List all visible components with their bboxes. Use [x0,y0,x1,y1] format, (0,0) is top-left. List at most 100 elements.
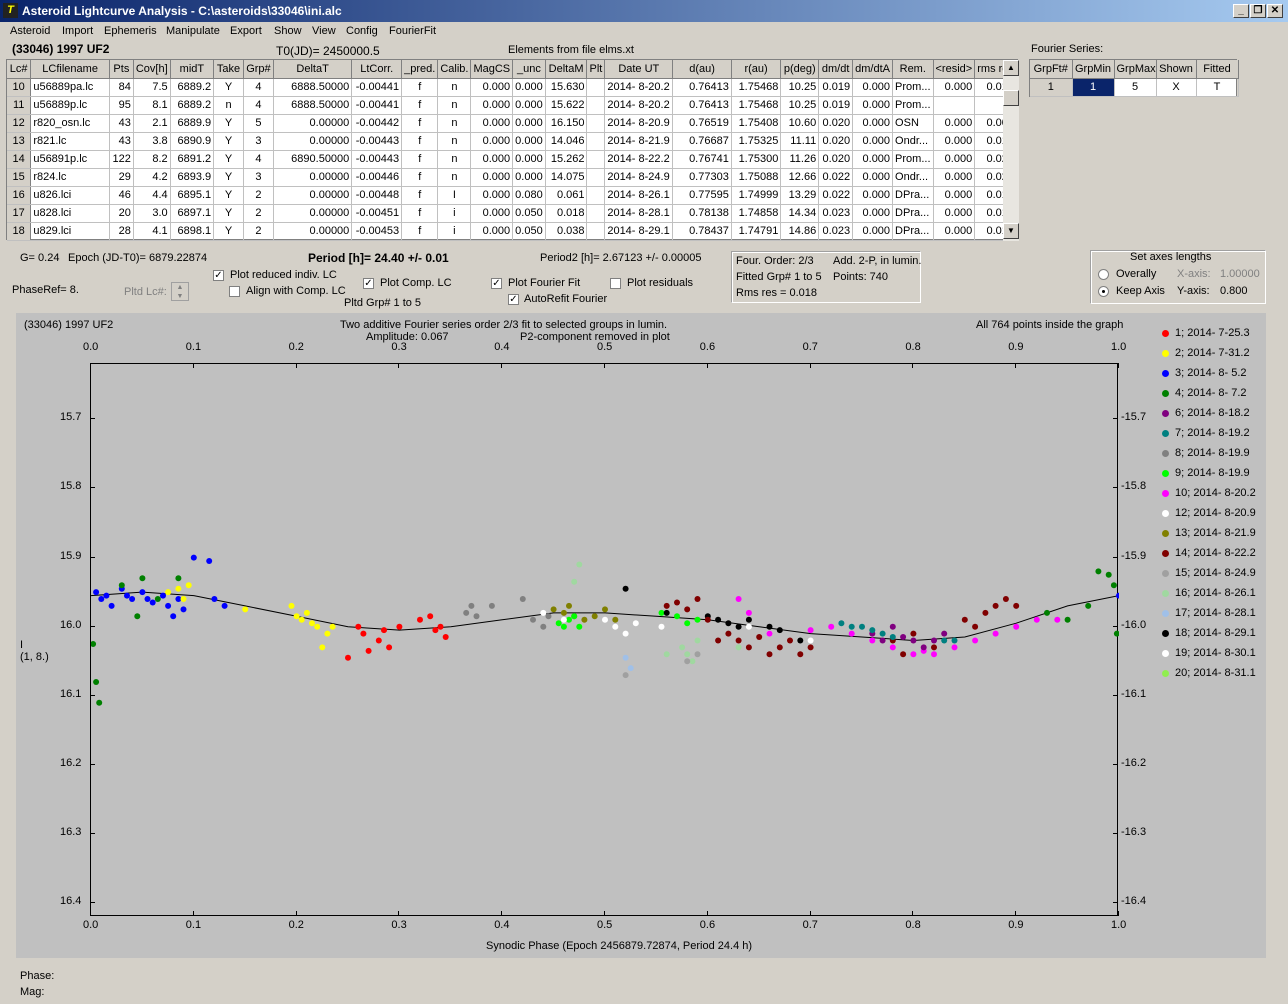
table-cell[interactable]: 14.86 [780,222,820,241]
table-cell[interactable]: f [401,96,439,115]
table-cell[interactable]: -0.00442 [351,114,403,133]
table-cell[interactable]: 0.022 [818,186,854,205]
table-cell[interactable]: -0.00446 [351,168,403,187]
column-header[interactable]: Grp# [243,60,274,79]
table-cell[interactable]: 0.77303 [672,168,732,187]
table-cell[interactable]: f [401,78,439,97]
table-cell[interactable]: 0.76741 [672,150,732,169]
column-header[interactable]: dm/dtA [852,60,894,79]
pltd-lc-spinner[interactable]: ▲ ▼ [171,282,189,301]
plot-fourier-fit-checkbox[interactable]: ✓ [491,278,502,289]
table-cell[interactable]: Prom... [892,78,934,97]
table-row[interactable]: 10 u56889pa.lc 84 7.5 6889.2 Y 4 6888.50000 -0.0… [7,78,1017,97]
table-cell[interactable]: 0.000 [852,96,894,115]
table-cell[interactable]: 0.050 [512,204,546,223]
table-cell[interactable]: n [213,96,244,115]
table-cell[interactable]: -0.00451 [351,204,403,223]
table-cell[interactable]: 0.000 [933,114,976,133]
row-number[interactable]: 16 [7,186,32,205]
table-cell[interactable]: OSN [892,114,934,133]
table-cell[interactable] [586,132,606,151]
row-number[interactable]: 10 [7,78,32,97]
table-cell[interactable]: 43 [109,114,134,133]
table-cell[interactable]: r824.lc [30,168,110,187]
table-cell[interactable]: i [437,204,472,223]
table-cell[interactable]: n [437,96,472,115]
column-header[interactable]: DeltaT [273,60,353,79]
table-cell[interactable]: u829.lci [30,222,110,241]
table-cell[interactable]: 0.000 [512,168,546,187]
table-cell[interactable]: 0.78138 [672,204,732,223]
table-cell[interactable]: -0.00441 [351,96,403,115]
table-cell[interactable]: 0.000 [470,186,514,205]
table-cell[interactable]: 1.75468 [731,78,782,97]
table-row[interactable]: 15 r824.lc 29 4.2 6893.9 Y 3 0.00000 -0.00446 f n 0… [7,168,1017,187]
table-cell[interactable] [586,204,606,223]
table-cell[interactable]: 0.000 [512,78,546,97]
table-cell[interactable]: Prom... [892,150,934,169]
table-row[interactable]: 16 u826.lci 46 4.4 6895.1 Y 2 0.00000 -0.00448 f I… [7,186,1017,205]
table-cell[interactable] [586,114,606,133]
table-cell[interactable]: r821.lc [30,132,110,151]
column-header[interactable]: Date UT [604,60,674,79]
table-cell[interactable]: f [401,132,439,151]
table-cell[interactable]: 122 [109,150,134,169]
table-cell[interactable]: 4.2 [133,168,171,187]
menu-export[interactable]: Export [230,25,262,37]
table-cell[interactable]: Ondr... [892,132,934,151]
table-cell[interactable]: 2 [243,222,274,241]
table-cell[interactable]: Y [213,78,244,97]
table-cell[interactable]: 29 [109,168,134,187]
table-cell[interactable]: 0.76687 [672,132,732,151]
overally-radio[interactable] [1098,269,1109,280]
table-cell[interactable]: 0.000 [852,114,894,133]
column-header[interactable]: p(deg) [780,60,820,79]
table-cell[interactable]: 10.25 [780,96,820,115]
align-comp-checkbox[interactable] [229,286,240,297]
column-header[interactable]: r(au) [731,60,782,79]
table-cell[interactable]: f [401,114,439,133]
menu-show[interactable]: Show [274,25,302,37]
close-button[interactable]: ✕ [1267,4,1283,18]
table-cell[interactable]: n [437,150,472,169]
table-cell[interactable]: 0.000 [470,78,514,97]
table-cell[interactable]: 1.75325 [731,132,782,151]
table-cell[interactable]: u828.lci [30,204,110,223]
table-cell[interactable]: 0.000 [852,186,894,205]
lightcurve-plot-panel[interactable]: (33046) 1997 UF2 Two additive Fourier se… [16,313,1266,958]
table-cell[interactable]: f [401,150,439,169]
table-cell[interactable]: 0.000 [852,204,894,223]
table-row[interactable]: 11 u56889p.lc 95 8.1 6889.2 n 4 6888.50000 -0.00… [7,96,1017,115]
table-cell[interactable]: 4.1 [133,222,171,241]
column-header[interactable]: _pred. [401,60,439,79]
table-cell[interactable]: 10.25 [780,78,820,97]
table-cell[interactable]: 0.00000 [273,114,353,133]
table-cell[interactable]: 0.00000 [273,204,353,223]
table-cell[interactable]: 6890.50000 [273,150,353,169]
table-cell[interactable]: 0.000 [470,114,514,133]
column-header[interactable]: midT [170,60,215,79]
table-cell[interactable]: 4.4 [133,186,171,205]
table-cell[interactable]: 0.000 [512,96,546,115]
table-cell[interactable] [586,96,606,115]
table-cell[interactable]: 6897.1 [170,204,215,223]
table-cell[interactable]: 2014- 8-21.9 [604,132,674,151]
table-cell[interactable]: n [437,78,472,97]
table-row[interactable]: 17 u828.lci 20 3.0 6897.1 Y 2 0.00000 -0.00451 f i… [7,204,1017,223]
table-cell[interactable]: 0.76413 [672,78,732,97]
scroll-down-button[interactable]: ▼ [1003,223,1019,239]
column-header[interactable]: LtCorr. [351,60,403,79]
table-cell[interactable]: 0.000 [852,132,894,151]
table-cell[interactable]: 13.29 [780,186,820,205]
table-cell[interactable] [586,168,606,187]
fourier-cell-selected[interactable]: 1 [1072,78,1115,97]
column-header[interactable]: MagCS [470,60,514,79]
table-cell[interactable]: 0.000 [512,132,546,151]
table-cell[interactable]: f [401,168,439,187]
table-cell[interactable]: 2.1 [133,114,171,133]
table-cell[interactable]: 1.75088 [731,168,782,187]
table-cell[interactable]: 0.000 [470,96,514,115]
column-header[interactable]: Lc# [7,60,32,79]
table-cell[interactable]: r820_osn.lc [30,114,110,133]
table-cell[interactable]: 0.00000 [273,186,353,205]
